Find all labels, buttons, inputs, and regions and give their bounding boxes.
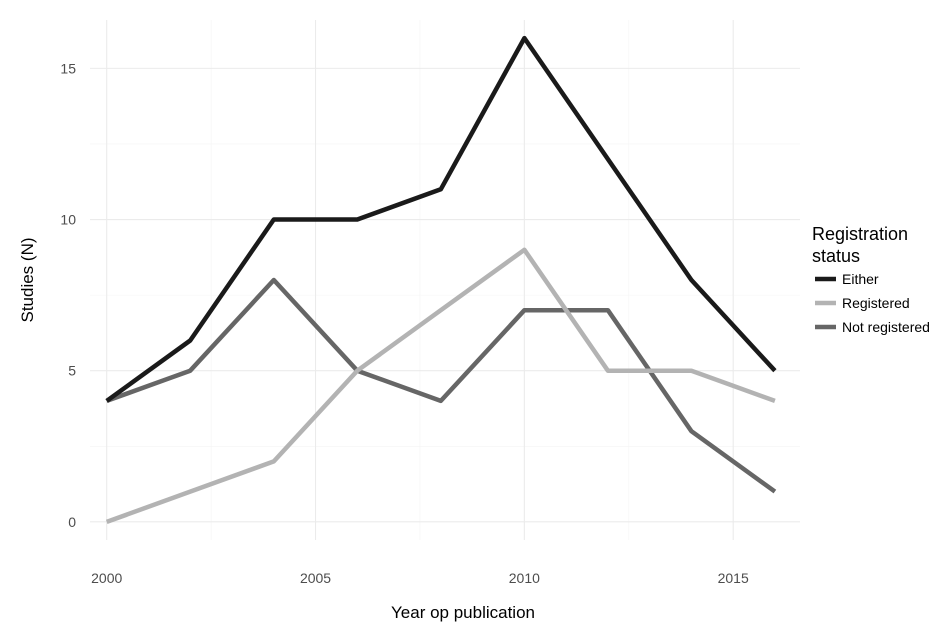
legend: Registration status Either Registered Not … bbox=[812, 224, 930, 335]
y-tick-label: 5 bbox=[68, 363, 76, 379]
y-axis-ticks: 0 5 10 15 bbox=[60, 60, 76, 529]
series-layer bbox=[107, 38, 775, 522]
y-tick-label: 10 bbox=[60, 212, 76, 228]
legend-title-line-1: Registration bbox=[812, 224, 908, 244]
x-axis-ticks: 2000 2005 2010 2015 bbox=[91, 570, 749, 586]
x-tick-label: 2000 bbox=[91, 570, 122, 586]
legend-label-not-registered: Not registered bbox=[842, 319, 930, 335]
legend-items: Either Registered Not registered bbox=[815, 271, 930, 335]
legend-title-line-2: status bbox=[812, 246, 860, 266]
y-axis-title: Studies (N) bbox=[18, 237, 37, 322]
x-tick-label: 2005 bbox=[300, 570, 331, 586]
legend-label-either: Either bbox=[842, 271, 879, 287]
x-tick-label: 2015 bbox=[718, 570, 749, 586]
series-line-registered bbox=[107, 250, 775, 522]
x-axis-title: Year op publication bbox=[391, 603, 535, 622]
legend-label-registered: Registered bbox=[842, 295, 910, 311]
x-tick-label: 2010 bbox=[509, 570, 540, 586]
y-tick-label: 15 bbox=[60, 60, 76, 76]
y-tick-label: 0 bbox=[68, 514, 76, 530]
